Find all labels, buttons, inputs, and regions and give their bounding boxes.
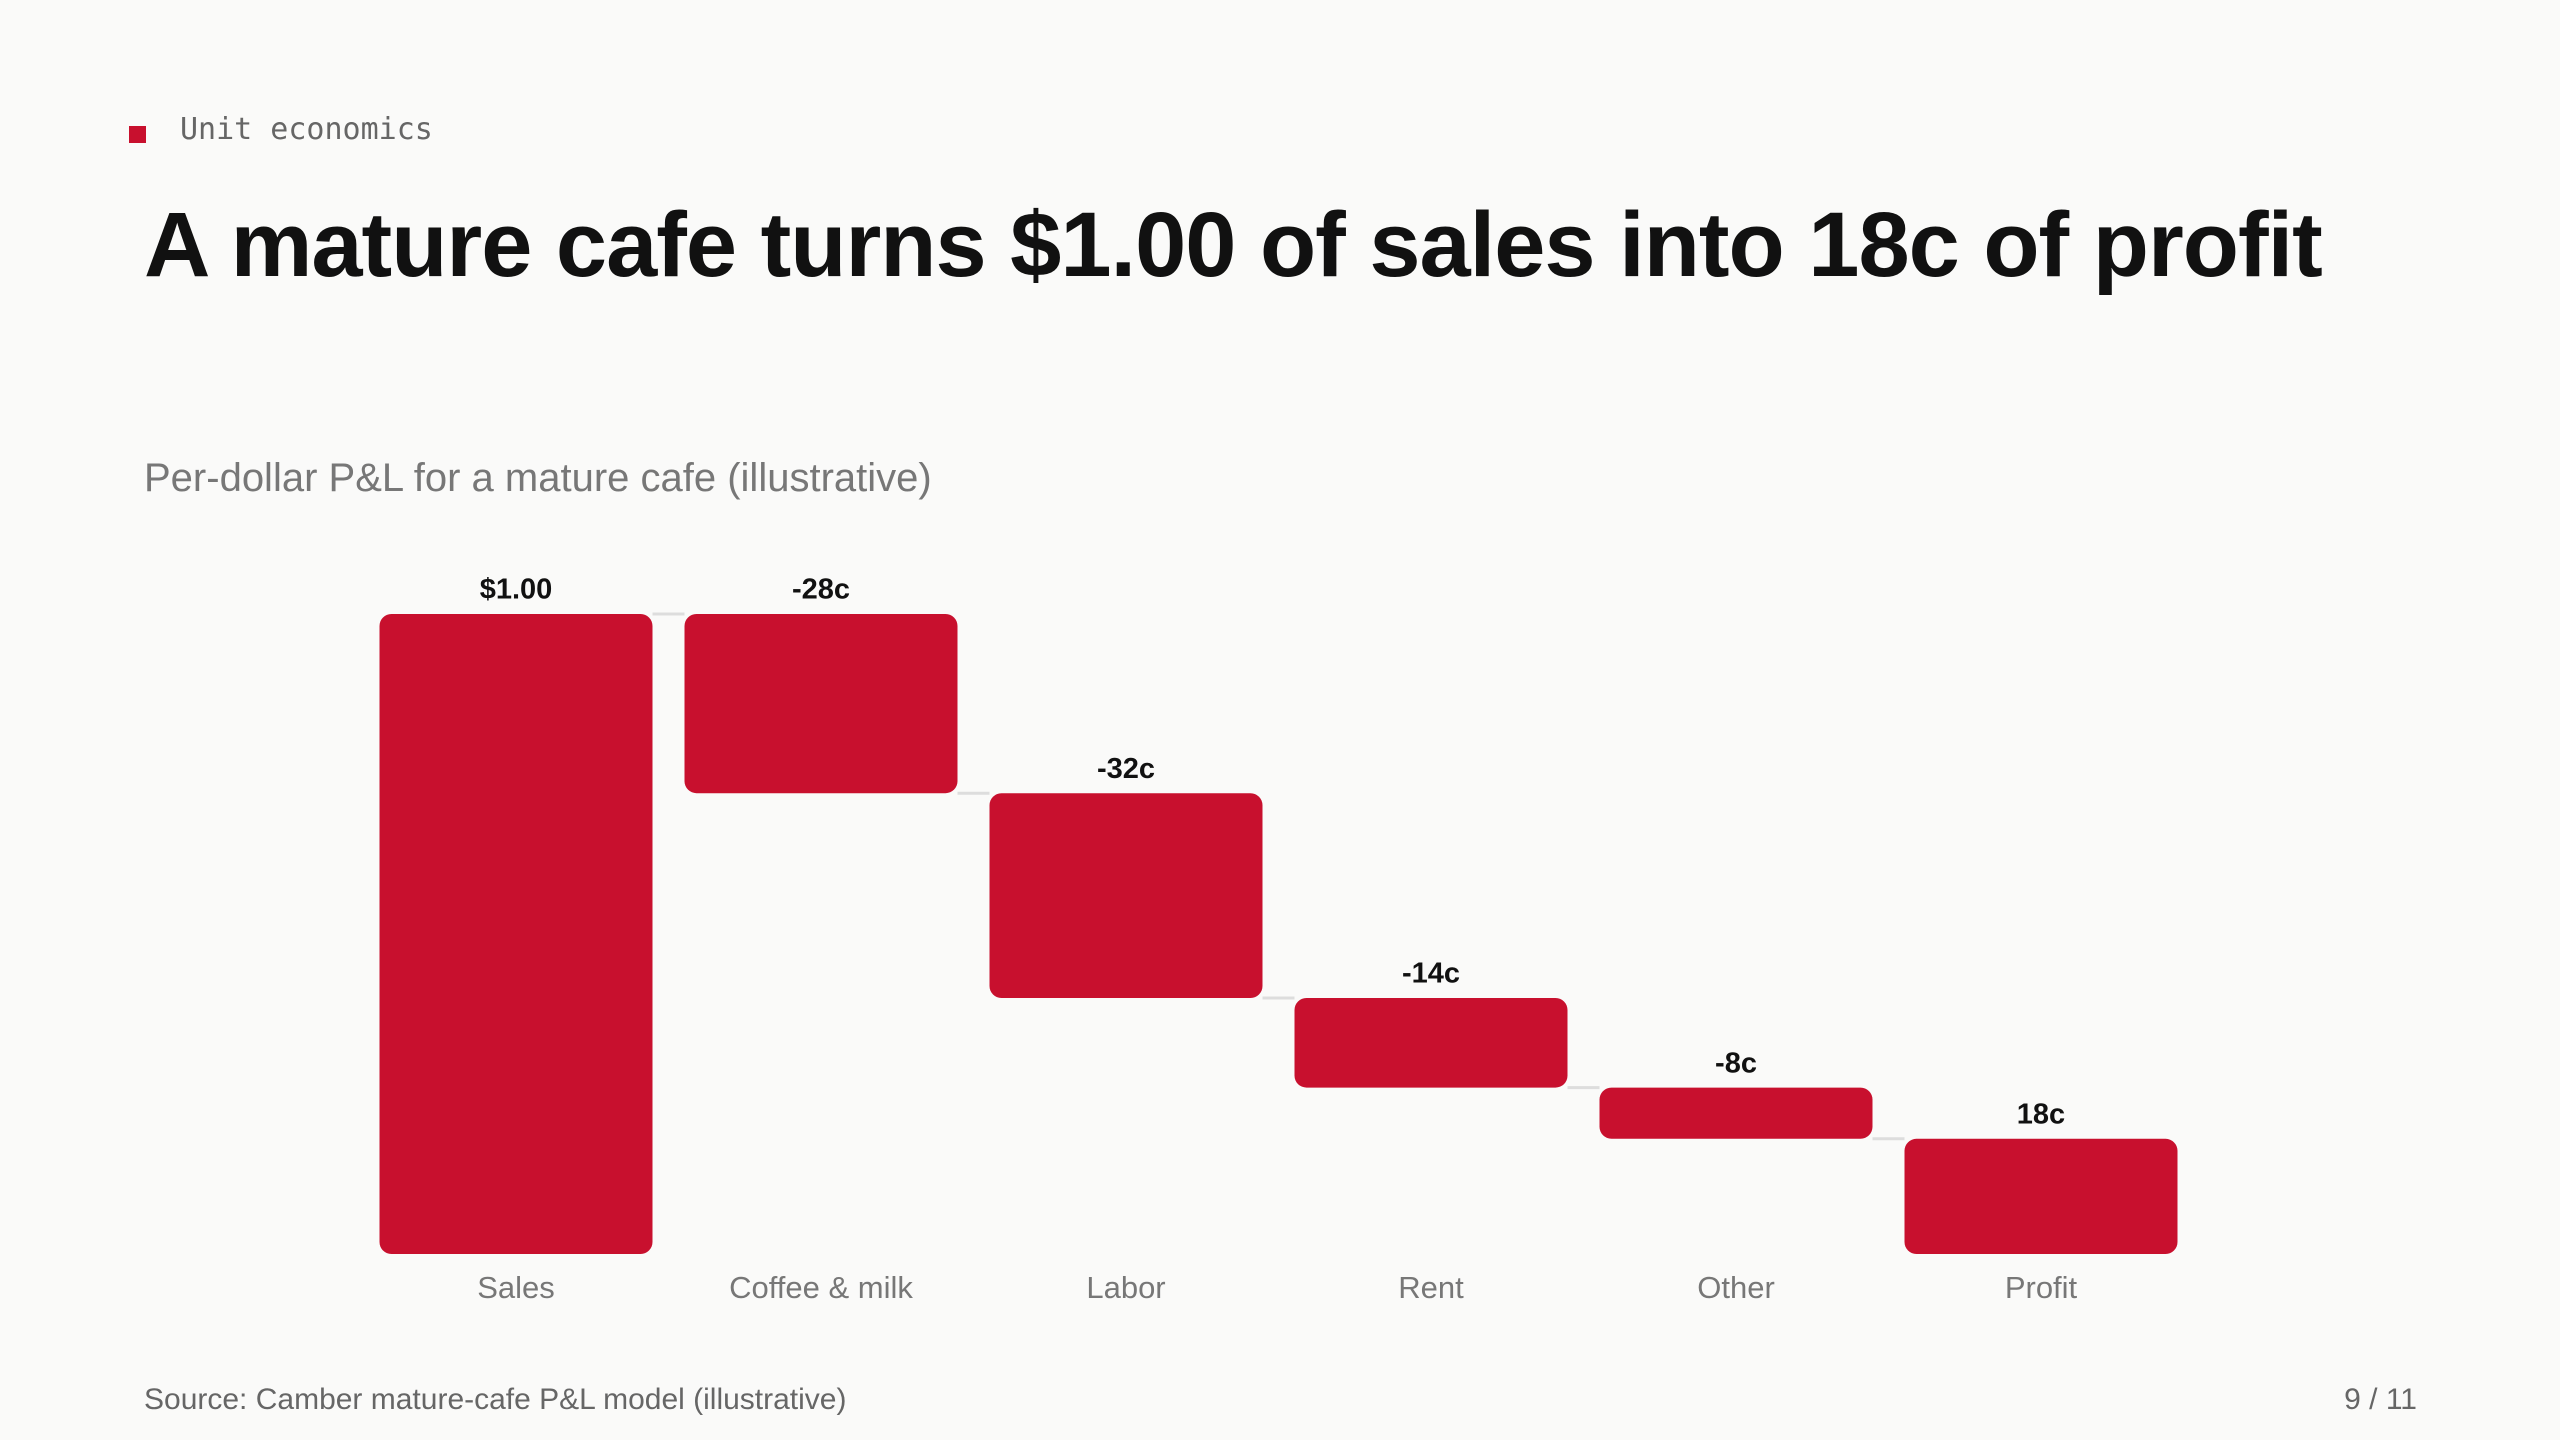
bar [1599, 1087, 1873, 1139]
value-label: 18c [2017, 1098, 2065, 1130]
x-tick-label: Other [1697, 1270, 1775, 1305]
chart-title: A mature cafe turns $1.00 of sales into … [144, 194, 2323, 296]
x-tick-label: Coffee & milk [729, 1270, 913, 1305]
value-label: -28c [792, 574, 850, 606]
page-number: 9 / 11 [2344, 1383, 2417, 1416]
value-label: $1.00 [480, 574, 553, 606]
x-tick-label: Profit [2005, 1270, 2078, 1305]
chart-subtitle: Per-dollar P&L for a mature cafe (illust… [144, 456, 932, 500]
bar [1904, 1138, 2178, 1254]
value-label: -14c [1402, 958, 1460, 990]
bar [684, 614, 958, 794]
x-tick-label: Labor [1086, 1270, 1165, 1305]
source: Source: Camber mature-cafe P&L model (il… [144, 1383, 847, 1416]
bar [1294, 998, 1568, 1088]
bar [989, 793, 1263, 998]
bar [379, 614, 653, 1254]
x-tick-label: Sales [477, 1270, 555, 1305]
value-label: -32c [1097, 753, 1155, 785]
kicker-mark [129, 126, 146, 143]
kicker: Unit economics [180, 112, 433, 147]
x-tick-label: Rent [1398, 1270, 1464, 1305]
value-label: -8c [1715, 1047, 1757, 1079]
